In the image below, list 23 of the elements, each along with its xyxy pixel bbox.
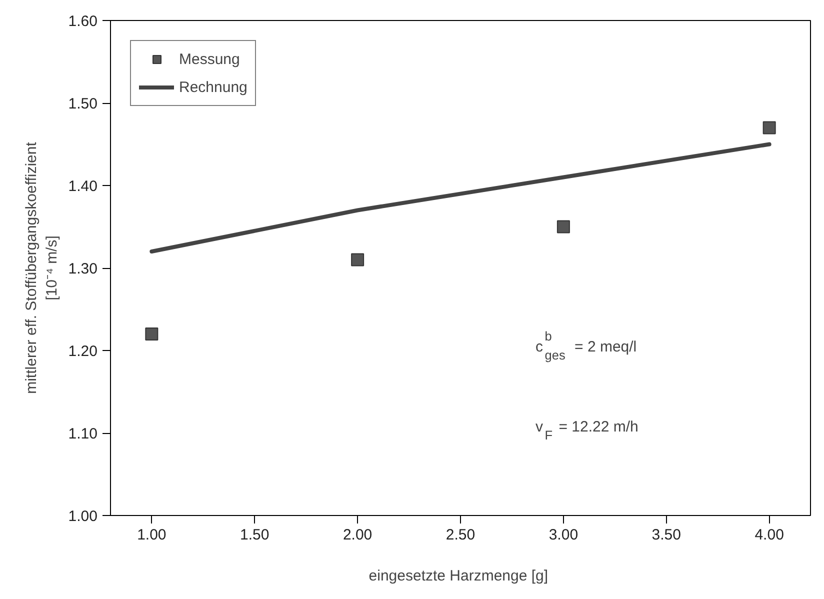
y-tick-label: 1.20 xyxy=(68,343,98,360)
y-tick-label: 1.00 xyxy=(68,508,98,525)
line-series xyxy=(150,142,772,254)
x-tick-label: 4.00 xyxy=(754,526,784,544)
y-tick-label: 1.30 xyxy=(68,260,98,278)
x-tick-label: 2.50 xyxy=(446,526,476,544)
y-tick-label: 1.60 xyxy=(68,13,98,30)
x-tick-label: 2.00 xyxy=(342,526,372,544)
x-axis-title: eingesetzte Harzmenge [g] xyxy=(368,568,548,584)
legend-label: Messung xyxy=(179,50,240,68)
y-tick-label: 1.50 xyxy=(68,96,98,112)
point xyxy=(762,121,776,134)
x-tick-label: 1.50 xyxy=(240,526,270,544)
x-tick-label: 3.00 xyxy=(548,526,578,544)
y-axis-title: mittlerer eff. Stoffübergangskoeffizient [10⁻⁴ m/s] xyxy=(22,141,60,394)
point xyxy=(351,253,364,266)
point xyxy=(556,220,570,234)
y-tick-label: 1.10 xyxy=(68,426,98,442)
x-tick-label: 1.00 xyxy=(137,526,166,544)
point xyxy=(145,328,158,340)
legend-label: Rechnung xyxy=(179,78,248,96)
x-tick-label: 3.50 xyxy=(652,526,681,544)
y-tick-label: 1.40 xyxy=(68,178,98,195)
